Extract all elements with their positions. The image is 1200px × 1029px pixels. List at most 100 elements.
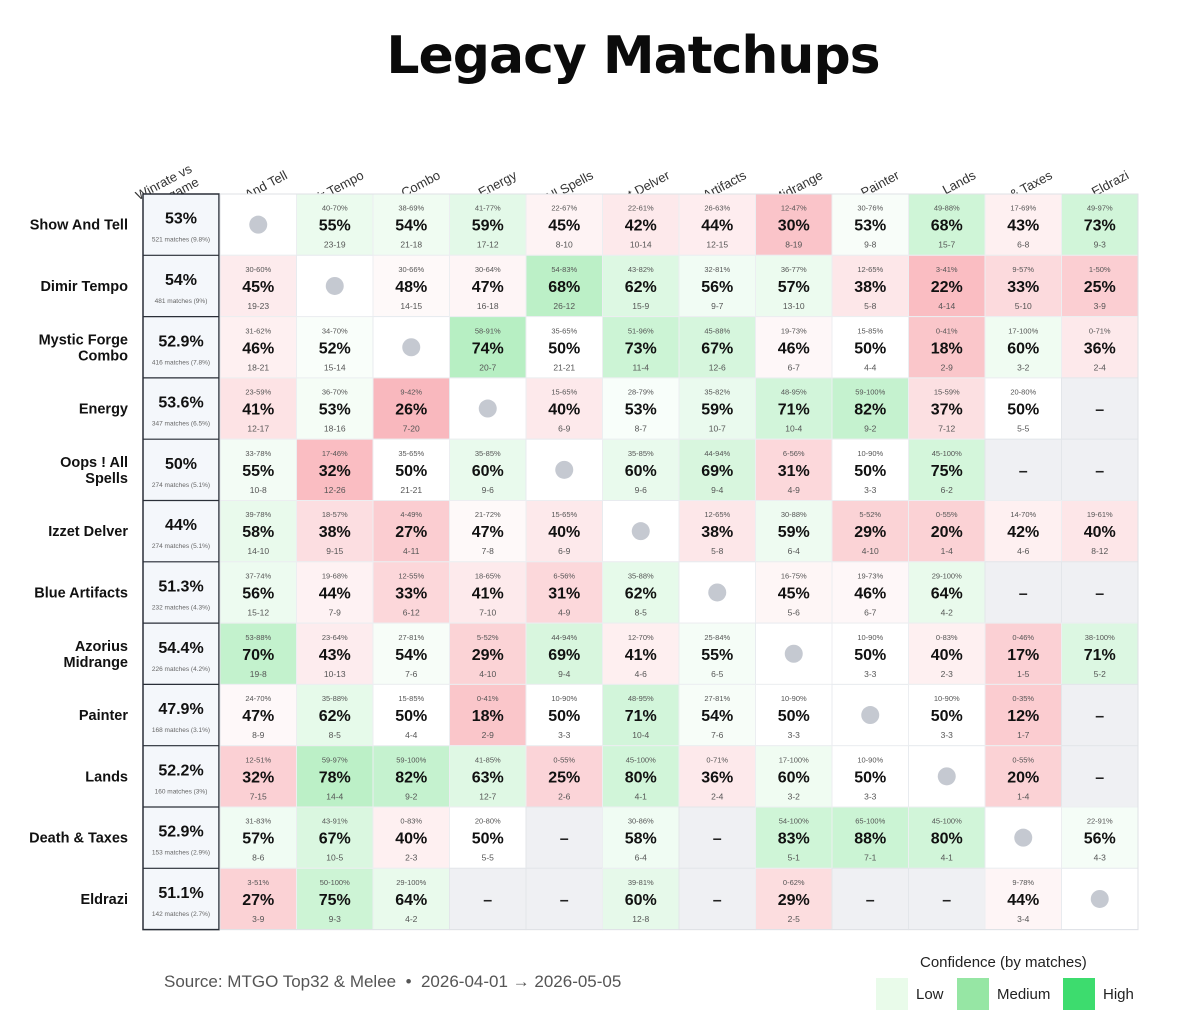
cell-dimir-tempo-vs-eldrazi: [1061, 254, 1139, 318]
cell-mystic-forge-combo-vs-oops-all-spells: [525, 316, 603, 379]
cell-oops-all-spells-vs-blue-artifacts: [678, 438, 756, 502]
no-data-mark: –: [713, 892, 722, 909]
row-label-dimir-tempo: Dimir Tempo: [40, 279, 128, 295]
cell-record: 9-15: [326, 546, 343, 556]
row-label-blue-artifacts: Blue Artifacts: [34, 585, 128, 601]
cell-winrate: 71%: [1084, 647, 1116, 664]
cell-show-and-tell-vs-izzet-delver: [602, 193, 680, 256]
cell-record: 7-20: [403, 424, 420, 434]
cell-record: 6-9: [558, 424, 571, 434]
cell-record: 15-7: [938, 240, 955, 250]
cell-energy-vs-death-taxes: [984, 377, 1062, 440]
cell-winrate: 38%: [319, 524, 351, 541]
row-label-azorius-midrange-line2: Midrange: [64, 655, 128, 671]
cell-record: 6-8: [1017, 240, 1030, 250]
cell-winrate: 33%: [395, 585, 427, 602]
cell-record: 3-3: [558, 730, 571, 740]
cell-ci: 27-81%: [398, 633, 424, 642]
cell-mystic-forge-combo-vs-lands: [908, 316, 986, 379]
cell-winrate: 50%: [472, 831, 504, 848]
cell-record: 6-4: [788, 546, 801, 556]
cell-winrate: 25%: [548, 769, 580, 786]
cell-record: 8-5: [635, 607, 648, 617]
no-data-mark: –: [1019, 463, 1028, 480]
cell-ci: 0-46%: [1012, 633, 1034, 642]
cell-winrate: 74%: [472, 340, 504, 357]
cell-blue-artifacts-vs-mystic-forge-combo: [372, 561, 450, 624]
grid-border: [219, 193, 1139, 931]
cell-winrate: 62%: [625, 279, 657, 296]
cell-ci: 35-85%: [628, 449, 654, 458]
cell-ci: 37-74%: [245, 571, 271, 580]
cell-ci: 15-59%: [934, 388, 960, 397]
cell-izzet-delver-vs-mystic-forge-combo: [372, 500, 450, 563]
cell-winrate: 40%: [1084, 524, 1116, 541]
cell-mystic-forge-combo-vs-blue-artifacts: [678, 316, 756, 379]
cell-record: 4-10: [479, 669, 496, 679]
cell-winrate: 50%: [778, 708, 810, 725]
winrate-matches: 153 matches (2.9%): [152, 850, 210, 857]
winrate-matches: 347 matches (6.5%): [152, 421, 210, 428]
cell-show-and-tell-vs-energy: [449, 193, 527, 256]
cell-winrate: 50%: [854, 647, 886, 664]
cell-ci: 30-64%: [475, 265, 501, 274]
cell-record: 2-9: [482, 730, 495, 740]
cell-winrate: 62%: [625, 585, 657, 602]
cell-record: 3-9: [252, 914, 265, 924]
cell-winrate: 56%: [1084, 831, 1116, 848]
cell-ci: 40-70%: [322, 204, 348, 213]
winrate-value: 44%: [165, 517, 197, 534]
cell-eldrazi-vs-oops-all-spells-no-data: [525, 867, 603, 931]
cell-winrate: 60%: [625, 892, 657, 909]
cell-winrate: 62%: [319, 708, 351, 725]
cell-ci: 19-68%: [322, 571, 348, 580]
cell-record: 3-9: [1094, 301, 1107, 311]
cell-blue-artifacts-vs-energy: [449, 561, 527, 624]
cell-energy-vs-lands: [908, 377, 986, 440]
cell-record: 7-10: [479, 607, 496, 617]
cell-ci: 0-41%: [477, 694, 499, 703]
cell-ci: 20-80%: [1010, 388, 1036, 397]
cell-winrate: 50%: [395, 463, 427, 480]
cell-winrate: 53%: [854, 218, 886, 235]
cell-mystic-forge-combo-vs-painter: [831, 316, 909, 379]
cell-ci: 21-72%: [475, 510, 501, 519]
winrate-matches: 521 matches (9.8%): [152, 237, 210, 244]
cell-record: 19-8: [250, 669, 267, 679]
cell-record: 5-2: [1094, 669, 1107, 679]
cell-winrate: 37%: [931, 402, 963, 419]
cell-record: 10-5: [326, 853, 343, 863]
row-label-show-and-tell: Show And Tell: [30, 218, 128, 234]
cell-winrate: 55%: [319, 218, 351, 235]
cell-ci: 35-88%: [628, 571, 654, 580]
cell-ci: 35-82%: [704, 388, 730, 397]
cell-record: 9-7: [711, 301, 724, 311]
legend-label-high: High: [1103, 985, 1134, 1003]
mirror-dot: [631, 522, 650, 541]
cell-record: 4-9: [788, 485, 801, 495]
cell-ci: 5-52%: [859, 510, 881, 519]
cell-record: 9-6: [635, 485, 648, 495]
cell-winrate: 47%: [472, 279, 504, 296]
cell-winrate: 25%: [1084, 279, 1116, 296]
winrate-value: 51.3%: [158, 578, 203, 595]
no-data-mark: –: [1095, 708, 1104, 725]
winrate-matches: 226 matches (4.2%): [152, 666, 210, 673]
cell-winrate: 44%: [701, 218, 733, 235]
cell-winrate: 54%: [395, 218, 427, 235]
row-label-azorius-midrange-line1: Azorius: [75, 639, 128, 655]
cell-record: 12-17: [247, 424, 269, 434]
cell-ci: 39-81%: [628, 878, 654, 887]
cell-record: 7-9: [329, 607, 342, 617]
winrate-cell-lands: [142, 745, 220, 808]
cell-death-taxes-vs-painter: [831, 806, 909, 869]
cell-izzet-delver-vs-lands: [908, 500, 986, 563]
no-data-mark: –: [1095, 769, 1104, 786]
cell-winrate: 80%: [625, 769, 657, 786]
cell-winrate: 45%: [778, 585, 810, 602]
cell-ci: 12-65%: [857, 265, 883, 274]
no-data-mark: –: [942, 892, 951, 909]
cell-winrate: 82%: [854, 402, 886, 419]
cell-record: 21-21: [400, 485, 422, 495]
cell-ci: 12-47%: [781, 204, 807, 213]
